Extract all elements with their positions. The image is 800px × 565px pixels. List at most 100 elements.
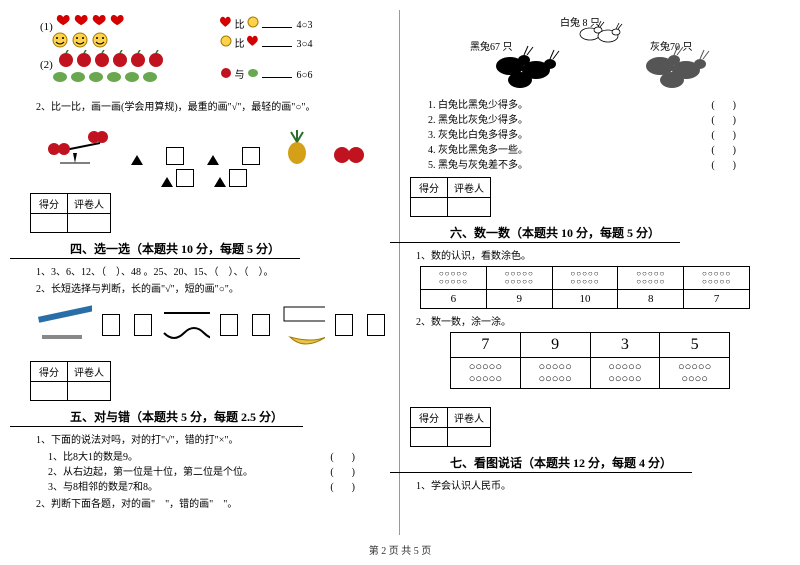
rabbit-s5: 5. 黑兔与灰兔差不多。( ) (428, 156, 770, 171)
expr-text: 4○3 (297, 20, 313, 31)
score-label: 得分 (411, 178, 448, 198)
apple-row-icon (56, 50, 176, 68)
answer-paren[interactable]: ( ) (711, 156, 740, 171)
grader-cell[interactable] (68, 382, 111, 401)
green-fruit-icon (247, 68, 259, 78)
dot-cell[interactable]: ○○○○○○○○○○ (618, 267, 684, 290)
compare-label: 比 (235, 39, 245, 50)
sec4-q2: 2、长短选择与判断，长的画"√"，短的画"○"。 (36, 280, 389, 295)
heart-icon (220, 16, 232, 28)
left-column: (1) (20, 10, 400, 535)
answer-paren[interactable]: ( ) (330, 478, 359, 493)
tomato-pair-icon (332, 135, 366, 165)
num-head: 3 (590, 333, 660, 358)
bed-banana-icon (280, 303, 325, 347)
grader-cell[interactable] (448, 198, 491, 217)
blank-field[interactable] (262, 17, 292, 28)
white-rabbit-label: 白兔 8 只 (560, 14, 600, 29)
smiley-icon (52, 32, 122, 48)
rabbit-s3: 3. 灰兔比白兔多得多。( ) (428, 126, 770, 141)
answer-box[interactable] (166, 147, 184, 165)
expr-text: 6○6 (297, 70, 313, 81)
balance-icon (40, 125, 110, 165)
sec5-q2: 2、判断下面各题，对的画" "，错的画" "。 (36, 495, 389, 510)
green-fruit-row-icon (52, 70, 172, 84)
answer-box[interactable] (229, 169, 247, 187)
answer-box[interactable] (242, 147, 260, 165)
num-cell: 7 (684, 290, 750, 309)
sec7-q1: 1、学会认识人民币。 (416, 477, 770, 492)
sec5-s3: 3、与8相邻的数是7和8。( ) (48, 478, 389, 493)
rabbit-s1: 1. 白兔比黑兔少得多。( ) (428, 96, 770, 111)
circle-cell[interactable]: ○○○○○○○○○○ (520, 358, 590, 389)
sec6-q2: 2、数一数，涂一涂。 (416, 313, 770, 328)
grader-cell[interactable] (448, 428, 491, 447)
num-cell: 9 (486, 290, 552, 309)
section-7-title: 七、看图说话（本题共 12 分，每题 4 分） (450, 454, 770, 473)
sec5-s2: 2、从右边起，第一位是十位，第二位是个位。( ) (48, 463, 389, 478)
triangle-icon (131, 155, 143, 165)
triangle-icon (207, 155, 219, 165)
answer-paren[interactable]: ( ) (330, 448, 359, 463)
right-column: 白兔 8 只 黑兔67 只 灰兔70 只 (400, 10, 780, 535)
rabbit-picture-area: 白兔 8 只 黑兔67 只 灰兔70 只 (410, 14, 770, 92)
grader-label: 评卷人 (448, 408, 491, 428)
dot-cell[interactable]: ○○○○○○○○○○ (552, 267, 618, 290)
sec4-q1: 1、3、6、12、（ ）、48 。25、20、15、（ ）、（ ）。 (36, 263, 389, 278)
circle-cell[interactable]: ○○○○○○○○○○ (590, 358, 660, 389)
pencil-long-icon (36, 305, 92, 345)
grader-cell[interactable] (68, 214, 111, 233)
answer-paren[interactable]: ( ) (330, 463, 359, 478)
smiley-icon (220, 35, 232, 47)
score-box: 得分评卷人 (30, 361, 111, 401)
apple-icon (220, 66, 232, 78)
answer-box[interactable] (102, 314, 120, 336)
answer-box[interactable] (367, 314, 385, 336)
dot-cell[interactable]: ○○○○○○○○○○ (421, 267, 487, 290)
dot-cell[interactable]: ○○○○○○○○○○ (684, 267, 750, 290)
score-cell[interactable] (411, 428, 448, 447)
sec5-s1: 1、比8大1的数是9。( ) (48, 448, 389, 463)
answer-box[interactable] (252, 314, 270, 336)
answer-box[interactable] (134, 314, 152, 336)
num-cell: 8 (618, 290, 684, 309)
num-cell: 10 (552, 290, 618, 309)
score-cell[interactable] (31, 214, 68, 233)
grader-label: 评卷人 (448, 178, 491, 198)
rabbit-s2: 2. 黑兔比灰兔少得多。( ) (428, 111, 770, 126)
answer-box[interactable] (335, 314, 353, 336)
length-picture-area (30, 299, 389, 351)
answer-box[interactable] (176, 169, 194, 187)
answer-paren[interactable]: ( ) (711, 111, 740, 126)
dots-table: ○○○○○○○○○○ ○○○○○○○○○○ ○○○○○○○○○○ ○○○○○○○… (420, 266, 750, 309)
score-box: 得分评卷人 (30, 193, 111, 233)
circle-cell[interactable]: ○○○○○○○○○○ (451, 358, 521, 389)
label-2: (2) (40, 59, 53, 71)
dot-cell[interactable]: ○○○○○○○○○○ (486, 267, 552, 290)
answer-paren[interactable]: ( ) (711, 126, 740, 141)
blank-field[interactable] (262, 67, 292, 78)
smiley-icon (247, 16, 259, 28)
expr-text: 3○4 (297, 39, 313, 50)
score-cell[interactable] (31, 382, 68, 401)
grey-rabbit-label: 灰兔70 只 (650, 38, 693, 53)
blank-field[interactable] (262, 36, 292, 47)
answer-paren[interactable]: ( ) (711, 141, 740, 156)
pineapple-icon (282, 125, 312, 165)
answer-paren[interactable]: ( ) (711, 96, 740, 111)
answer-box[interactable] (220, 314, 238, 336)
circle-cell[interactable]: ○○○○○○○○○ (660, 358, 730, 389)
num-cell: 6 (421, 290, 487, 309)
rabbit-s4: 4. 灰兔比黑兔多一些。( ) (428, 141, 770, 156)
score-box: 得分评卷人 (410, 177, 491, 217)
section-4-title: 四、选一选（本题共 10 分，每题 5 分） (70, 240, 389, 259)
question-2: 2、比一比，画一画(学会用算规)，最重的画"√"，最轻的画"○"。 (36, 98, 389, 113)
score-cell[interactable] (411, 198, 448, 217)
count-table: 7 9 3 5 ○○○○○○○○○○ ○○○○○○○○○○ ○○○○○○○○○○… (450, 332, 730, 389)
score-box: 得分评卷人 (410, 407, 491, 447)
score-label: 得分 (31, 362, 68, 382)
black-rabbit-label: 黑兔67 只 (470, 38, 513, 53)
score-label: 得分 (411, 408, 448, 428)
triangle-icon (161, 177, 173, 187)
grader-label: 评卷人 (68, 194, 111, 214)
